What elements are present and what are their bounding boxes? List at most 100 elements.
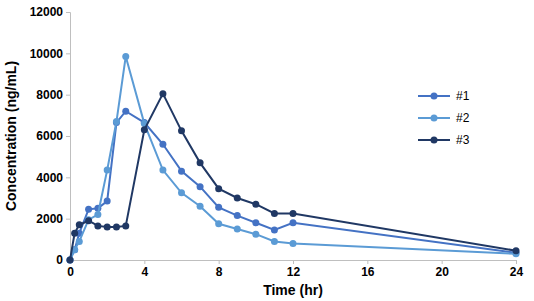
data-point	[76, 221, 83, 228]
data-point	[197, 159, 204, 166]
data-point	[271, 210, 278, 217]
data-point	[290, 210, 297, 217]
series-group	[67, 53, 520, 264]
tick-label: 4000	[36, 171, 63, 185]
data-point	[94, 211, 101, 218]
data-point	[215, 204, 222, 211]
x-axis: 0 4 8 12 16 20 24	[67, 260, 523, 279]
data-point	[104, 198, 111, 205]
data-point	[76, 238, 83, 245]
data-point	[271, 227, 278, 234]
axis-line	[71, 261, 517, 265]
series-line	[70, 111, 516, 260]
tick-label: 12	[287, 265, 301, 279]
x-axis-title: Time (hr)	[263, 282, 323, 298]
data-point	[290, 240, 297, 247]
tick: 4000	[36, 171, 70, 185]
tick-mark	[367, 260, 368, 264]
y-axis-title: Concentration (ng/mL)	[3, 61, 19, 211]
tick: 12000	[30, 5, 70, 19]
data-point	[159, 90, 166, 97]
tick-label: 6000	[36, 129, 63, 143]
chart: 0 4 8 12 16 20 24 0 2000 4000 6000 8000 10000 12000 Ti…	[0, 0, 534, 301]
data-point	[178, 168, 185, 175]
data-point	[122, 222, 129, 229]
tick-mark	[66, 219, 70, 220]
tick: 16	[361, 260, 375, 279]
data-point	[159, 141, 166, 148]
tick-label: 20	[435, 265, 449, 279]
tick-label: 2000	[36, 212, 63, 226]
tick: 4	[141, 260, 148, 279]
data-point	[104, 223, 111, 230]
data-point	[159, 167, 166, 174]
data-point	[178, 189, 185, 196]
tick-label: 0	[56, 253, 63, 267]
tick-mark	[144, 260, 145, 264]
data-point	[252, 219, 259, 226]
data-point	[85, 217, 92, 224]
data-point	[197, 203, 204, 210]
data-point	[215, 220, 222, 227]
tick-label: 0	[67, 265, 74, 279]
tick-mark	[516, 260, 517, 264]
data-point	[197, 183, 204, 190]
data-point	[67, 257, 74, 264]
tick: 24	[510, 260, 524, 279]
series-line	[70, 94, 516, 260]
legend-marker	[431, 115, 438, 122]
tick-mark	[66, 53, 70, 54]
tick-mark	[219, 260, 220, 264]
y-axis: 0 2000 4000 6000 8000 10000 12000	[30, 5, 71, 267]
data-point	[252, 231, 259, 238]
tick-label: 8	[216, 265, 223, 279]
plot: 0 4 8 12 16 20 24 0 2000 4000 6000 8000 10000 12000	[30, 5, 524, 278]
tick-label: 16	[361, 265, 375, 279]
tick: 8000	[36, 88, 70, 102]
data-point	[104, 167, 111, 174]
legend-marker	[431, 93, 438, 100]
data-point	[122, 53, 129, 60]
legend-label: #2	[456, 111, 470, 125]
data-point	[113, 118, 120, 125]
tick-mark	[66, 95, 70, 96]
data-point	[215, 185, 222, 192]
tick: 10000	[30, 47, 70, 61]
data-point	[67, 257, 74, 264]
data-point	[271, 238, 278, 245]
data-point	[85, 206, 92, 213]
tick-mark	[66, 177, 70, 178]
tick: 8	[216, 260, 223, 279]
legend-label: #1	[456, 89, 470, 103]
data-point	[94, 222, 101, 229]
tick-mark	[66, 12, 70, 13]
tick-label: 8000	[36, 88, 63, 102]
data-point	[234, 212, 241, 219]
legend-marker	[431, 137, 438, 144]
axis-line	[66, 13, 71, 261]
data-point	[67, 257, 74, 264]
data-point	[252, 201, 259, 208]
tick: 6000	[36, 129, 70, 143]
tick-mark	[442, 260, 443, 264]
series-line	[70, 56, 516, 260]
tick-label: 4	[141, 265, 148, 279]
data-point	[234, 195, 241, 202]
data-point	[513, 247, 520, 254]
legend-label: #3	[456, 133, 470, 147]
tick-label: 24	[510, 265, 524, 279]
data-point	[234, 226, 241, 233]
data-point	[71, 230, 78, 237]
data-point	[113, 223, 120, 230]
data-point	[141, 126, 148, 133]
tick: 2000	[36, 212, 70, 226]
data-point	[122, 108, 129, 115]
tick-label: 10000	[30, 47, 64, 61]
data-point	[178, 127, 185, 134]
legend: #1 #2 #3	[418, 89, 470, 147]
tick: 20	[435, 260, 449, 279]
tick-label: 12000	[30, 5, 64, 19]
tick-mark	[66, 136, 70, 137]
tick: 12	[287, 260, 301, 279]
data-point	[290, 219, 297, 226]
